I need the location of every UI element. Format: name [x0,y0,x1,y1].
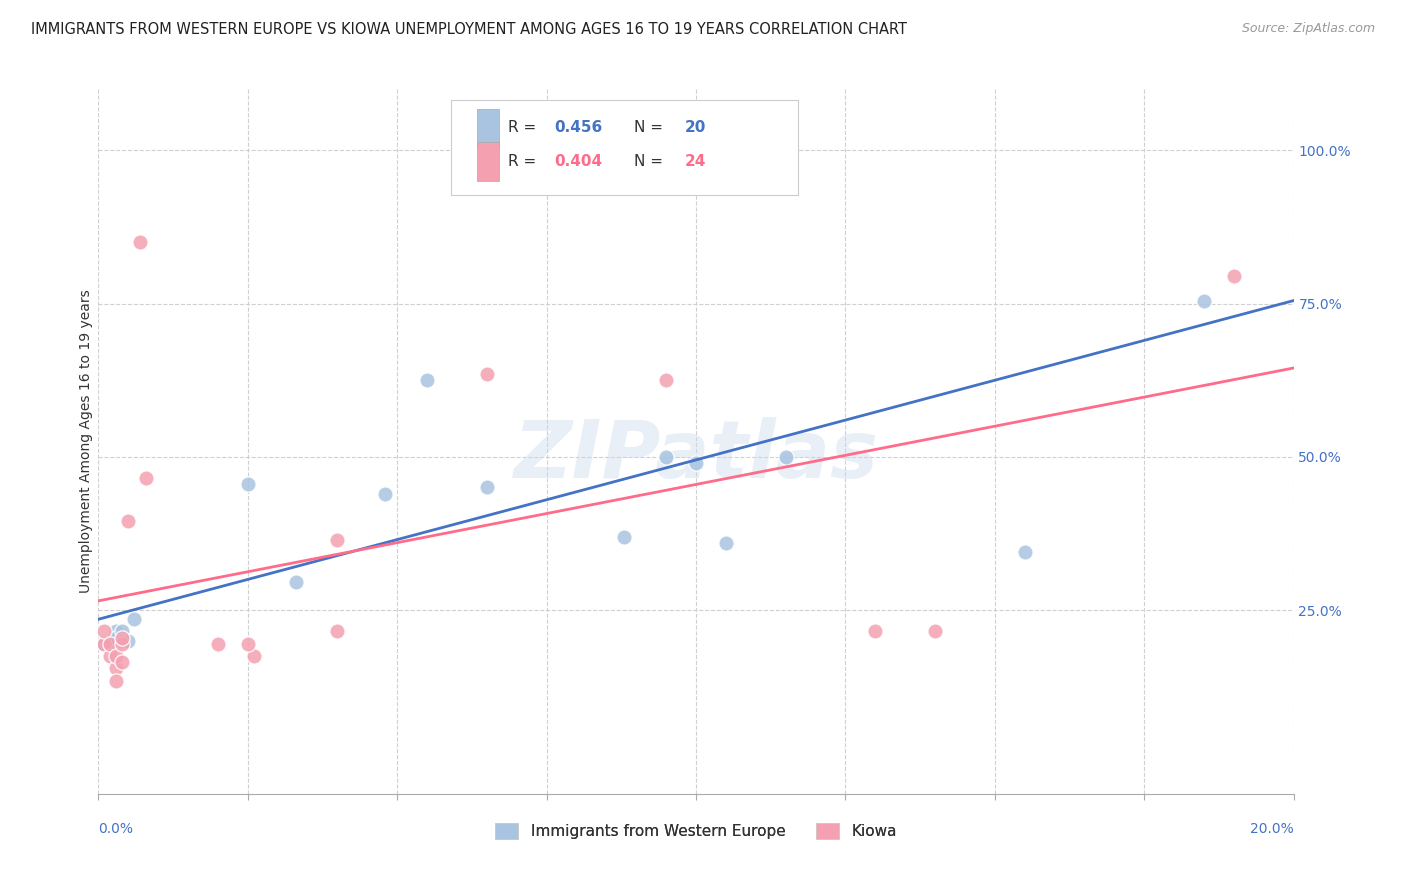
Point [416,373,439,387]
Text: 0.0%: 0.0% [98,822,134,836]
Text: Source: ZipAtlas.com: Source: ZipAtlas.com [1241,22,1375,36]
Point [93,637,115,651]
Point [236,477,259,491]
Point [98,637,122,651]
Point [775,450,797,464]
Point [236,637,259,651]
Point [98,637,122,651]
Point [1223,269,1246,284]
Point [284,575,307,590]
Point [105,631,128,645]
Text: N =: N = [634,120,668,136]
Point [105,673,128,688]
Text: 0.456: 0.456 [554,120,602,136]
Y-axis label: Unemployment Among Ages 16 to 19 years: Unemployment Among Ages 16 to 19 years [79,290,93,593]
Point [714,535,737,549]
Point [117,633,139,648]
Point [117,514,139,528]
Point [135,471,157,485]
Point [613,529,636,543]
Point [865,624,887,639]
Text: IMMIGRANTS FROM WESTERN EUROPE VS KIOWA UNEMPLOYMENT AMONG AGES 16 TO 19 YEARS C: IMMIGRANTS FROM WESTERN EUROPE VS KIOWA … [31,22,907,37]
Point [93,637,115,651]
Text: R =: R = [509,154,541,169]
Point [105,648,128,663]
Point [374,486,396,500]
Point [243,648,266,663]
Point [475,481,498,495]
Text: 20: 20 [685,120,707,136]
Text: ZIPatlas: ZIPatlas [513,417,879,495]
Point [655,373,678,387]
FancyBboxPatch shape [451,100,797,194]
Point [1014,545,1036,559]
Point [98,648,122,663]
Point [105,661,128,675]
Point [111,655,134,669]
Point [129,235,152,250]
Point [207,637,229,651]
Point [655,450,678,464]
Point [326,533,349,547]
FancyBboxPatch shape [477,143,499,181]
Point [111,637,134,651]
Point [924,624,946,639]
Point [124,612,146,626]
Point [105,624,128,639]
Point [111,624,134,639]
Legend: Immigrants from Western Europe, Kiowa: Immigrants from Western Europe, Kiowa [495,823,897,839]
Point [1192,293,1215,308]
Text: N =: N = [634,154,668,169]
Point [475,367,498,381]
Point [93,624,115,639]
Point [626,144,648,158]
Point [685,456,707,470]
Text: 20.0%: 20.0% [1250,822,1294,836]
Text: R =: R = [509,120,541,136]
Text: 0.404: 0.404 [554,154,602,169]
Point [111,633,134,648]
Point [111,631,134,645]
Text: 24: 24 [685,154,707,169]
Point [326,624,349,639]
FancyBboxPatch shape [477,109,499,147]
